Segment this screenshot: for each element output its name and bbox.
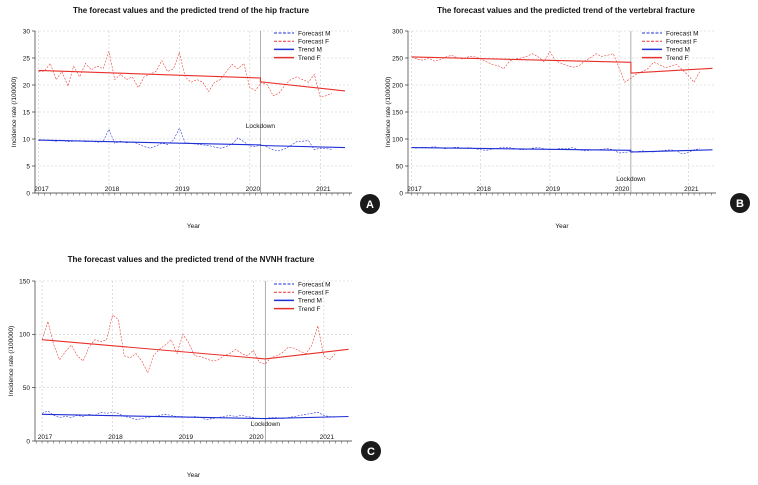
x-tick-label: 2019	[175, 186, 190, 193]
legend-entry: Forecast M	[666, 30, 699, 37]
legend-entry: Trend M	[666, 47, 690, 54]
panel-badge-label: C	[367, 446, 375, 458]
series-line-forecast-f	[38, 50, 333, 98]
y-tick-label: 20	[23, 82, 31, 89]
chart-title: The forecast values and the predicted tr…	[73, 6, 310, 15]
chart-panel-a: The forecast values and the predicted tr…	[11, 6, 380, 230]
chart-title: The forecast values and the predicted tr…	[68, 255, 315, 264]
x-tick-label: 2021	[316, 186, 331, 193]
y-axis-label: Incidence rate (/100000)	[11, 77, 18, 147]
x-tick-label: 2019	[179, 434, 194, 441]
x-tick-label: 2017	[38, 434, 53, 441]
series-line-trend-f	[41, 339, 349, 360]
series-line-trend-f	[38, 69, 346, 92]
x-axis-label: Year	[187, 472, 201, 479]
x-tick-label: 2018	[476, 186, 491, 193]
x-tick-label: 2020	[246, 186, 261, 193]
x-axis-label: Year	[555, 223, 569, 230]
legend-entry: Forecast M	[298, 281, 331, 288]
y-tick-label: 300	[392, 28, 403, 35]
x-tick-label: 2021	[684, 186, 699, 193]
legend-entry: Trend F	[298, 306, 321, 313]
y-tick-label: 200	[392, 82, 403, 89]
x-tick-label: 2019	[546, 186, 561, 193]
x-tick-label: 2020	[615, 186, 630, 193]
lockdown-annotation: Lockdown	[251, 421, 281, 428]
x-tick-label: 2021	[320, 434, 335, 441]
y-axis-label: Incidence rate (/100000)	[8, 326, 15, 396]
legend-entry: Trend M	[298, 298, 322, 305]
y-tick-label: 15	[23, 109, 31, 116]
y-tick-label: 0	[26, 190, 30, 197]
y-tick-label: 150	[19, 278, 30, 285]
x-tick-label: 2017	[34, 186, 49, 193]
panel-badge-label: B	[736, 198, 744, 210]
legend-entry: Trend F	[666, 55, 689, 62]
legend-entry: Forecast F	[298, 290, 329, 297]
lockdown-annotation: Lockdown	[246, 123, 276, 130]
y-tick-label: 50	[23, 385, 31, 392]
y-tick-label: 0	[26, 438, 30, 445]
panel-badge	[360, 194, 380, 214]
chart-title: The forecast values and the predicted tr…	[437, 6, 695, 15]
y-tick-label: 100	[19, 332, 30, 339]
x-axis-label: Year	[187, 223, 201, 230]
series-line-trend-m	[38, 139, 346, 149]
chart-panel-b: The forecast values and the predicted tr…	[385, 6, 750, 230]
y-tick-label: 0	[399, 190, 403, 197]
y-tick-label: 150	[392, 109, 403, 116]
legend-entry: Forecast F	[666, 39, 697, 46]
panel-badge	[730, 193, 750, 213]
y-tick-label: 5	[26, 163, 30, 170]
legend-entry: Trend F	[298, 55, 321, 62]
y-tick-label: 30	[23, 28, 31, 35]
x-tick-label: 2020	[249, 434, 264, 441]
x-tick-label: 2018	[105, 186, 120, 193]
y-tick-label: 25	[23, 55, 31, 62]
series-line-trend-m	[411, 147, 713, 153]
y-tick-label: 50	[396, 163, 404, 170]
panel-badge-label: A	[366, 199, 374, 211]
lockdown-annotation: Lockdown	[616, 176, 646, 183]
x-tick-label: 2017	[407, 186, 422, 193]
series-line-trend-f	[411, 56, 713, 74]
legend-entry: Trend M	[298, 47, 322, 54]
legend-entry: Forecast M	[298, 30, 331, 37]
y-tick-label: 10	[23, 136, 31, 143]
series-line-forecast-f	[411, 50, 700, 83]
series-line-trend-m	[41, 413, 349, 420]
y-axis-label: Incidence rate (/100000)	[385, 77, 392, 147]
y-tick-label: 100	[392, 136, 403, 143]
x-tick-label: 2018	[108, 434, 123, 441]
chart-panel-c: The forecast values and the predicted tr…	[8, 255, 381, 479]
legend-entry: Forecast F	[298, 39, 329, 46]
y-tick-label: 250	[392, 55, 403, 62]
panel-badge	[361, 441, 381, 461]
series-line-forecast-m	[38, 127, 332, 152]
series-line-forecast-f	[41, 314, 336, 374]
